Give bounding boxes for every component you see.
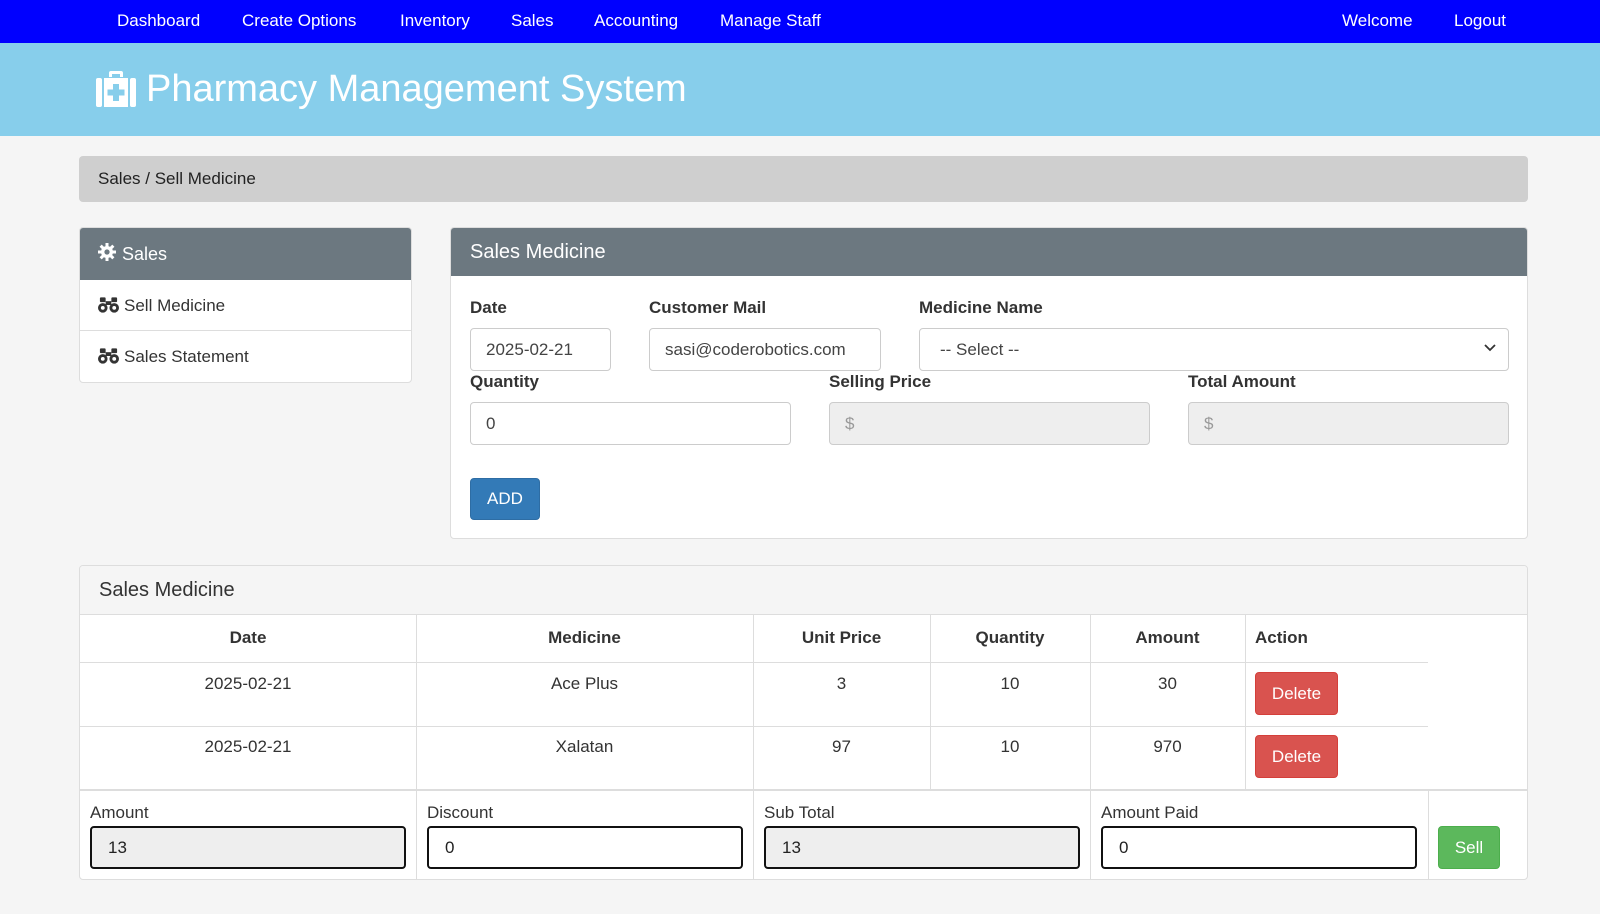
medicine-select-value: -- Select -- <box>940 340 1020 359</box>
sales-table-panel: Sales Medicine Date Medicine Unit Price … <box>79 565 1528 880</box>
nav-accounting[interactable]: Accounting <box>594 11 679 30</box>
nav-welcome[interactable]: Welcome <box>1342 11 1413 30</box>
date-label: Date <box>470 298 507 317</box>
column-divider <box>416 615 417 879</box>
column-divider <box>1428 790 1429 879</box>
column-header-unit-price: Unit Price <box>801 628 882 647</box>
breadcrumb: Sales / Sell Medicine <box>79 156 1528 202</box>
cell-amount: 30 <box>1158 674 1177 693</box>
customer-mail-field[interactable]: sasi@coderobotics.com <box>649 328 881 371</box>
sidebar-item-label: Sales Statement <box>124 347 249 366</box>
sidebar-header: Sales <box>80 228 411 280</box>
cell-unit-price: 3 <box>836 674 847 693</box>
row-divider <box>80 662 1428 663</box>
column-header-action: Action <box>1255 628 1308 647</box>
nav-sales[interactable]: Sales <box>511 11 554 30</box>
table-panel-header: Sales Medicine <box>80 566 1527 615</box>
column-divider <box>1245 615 1246 790</box>
cell-unit-price: 97 <box>832 737 851 756</box>
cell-quantity: 10 <box>1000 674 1020 693</box>
cell-amount: 970 <box>1153 737 1182 756</box>
amount-paid-field[interactable]: 0 <box>1101 826 1417 869</box>
cell-quantity: 10 <box>1000 737 1020 756</box>
chevron-down-icon <box>1484 344 1496 352</box>
sidebar-item-sales-statement[interactable]: Sales Statement <box>80 331 411 382</box>
selling-price-label: Selling Price <box>829 372 932 391</box>
breadcrumb-text: Sales / Sell Medicine <box>98 169 256 188</box>
column-divider <box>930 615 931 790</box>
nav-inventory[interactable]: Inventory <box>400 11 470 30</box>
cell-medicine: Ace Plus <box>550 674 619 693</box>
quantity-label: Quantity <box>470 372 539 391</box>
sidebar-title: Sales <box>122 244 168 264</box>
binoculars-icon <box>98 297 119 313</box>
column-divider <box>753 615 754 879</box>
nav-logout[interactable]: Logout <box>1454 11 1506 30</box>
nav-create-options[interactable]: Create Options <box>242 11 357 30</box>
selling-price-field: $ <box>829 402 1150 445</box>
page-title: Pharmacy Management System <box>146 68 687 110</box>
column-header-quantity: Quantity <box>975 628 1045 647</box>
cell-date: 2025-02-21 <box>204 674 292 693</box>
amount-paid-label: Amount Paid <box>1101 803 1199 822</box>
add-button[interactable]: ADD <box>470 478 540 520</box>
subtotal-field: 13 <box>764 826 1080 869</box>
gear-icon <box>98 243 116 261</box>
quantity-field[interactable]: 0 <box>470 402 791 445</box>
total-amount-field: $ <box>1188 402 1509 445</box>
header-banner: Pharmacy Management System <box>0 43 1600 136</box>
delete-button[interactable]: Delete <box>1255 672 1338 715</box>
total-amount-label: Total Amount <box>1188 372 1296 391</box>
cell-medicine: Xalatan <box>555 737 614 756</box>
medicine-name-label: Medicine Name <box>919 298 1043 317</box>
row-divider <box>80 789 1527 791</box>
medkit-icon <box>96 71 136 107</box>
sales-form-panel: Sales Medicine Date 2025-02-21 Customer … <box>450 227 1528 539</box>
discount-field[interactable]: 0 <box>427 826 743 869</box>
customer-mail-label: Customer Mail <box>649 298 767 317</box>
amount-label: Amount <box>90 803 149 822</box>
top-navbar: Dashboard Create Options Inventory Sales… <box>0 0 1600 43</box>
amount-field: 13 <box>90 826 406 869</box>
binoculars-icon <box>98 348 119 364</box>
sidebar: Sales Sell Medicine Sales Statement <box>79 227 412 383</box>
form-panel-title: Sales Medicine <box>470 241 606 263</box>
row-divider <box>80 726 1428 727</box>
column-divider <box>1090 615 1091 879</box>
nav-dashboard[interactable]: Dashboard <box>117 11 201 30</box>
date-field[interactable]: 2025-02-21 <box>470 328 611 371</box>
column-header-date: Date <box>229 628 267 647</box>
nav-manage-staff[interactable]: Manage Staff <box>720 11 821 30</box>
delete-button[interactable]: Delete <box>1255 735 1338 778</box>
sidebar-item-label: Sell Medicine <box>124 296 226 315</box>
medicine-name-select[interactable]: -- Select -- <box>919 328 1509 371</box>
subtotal-label: Sub Total <box>764 803 835 822</box>
column-header-medicine: Medicine <box>548 628 621 647</box>
column-header-amount: Amount <box>1135 628 1200 647</box>
cell-date: 2025-02-21 <box>204 737 292 756</box>
sidebar-item-sell-medicine[interactable]: Sell Medicine <box>80 280 411 331</box>
form-panel-header: Sales Medicine <box>451 228 1527 276</box>
discount-label: Discount <box>427 803 494 822</box>
table-panel-title: Sales Medicine <box>99 579 235 601</box>
sell-button[interactable]: Sell <box>1438 826 1500 869</box>
